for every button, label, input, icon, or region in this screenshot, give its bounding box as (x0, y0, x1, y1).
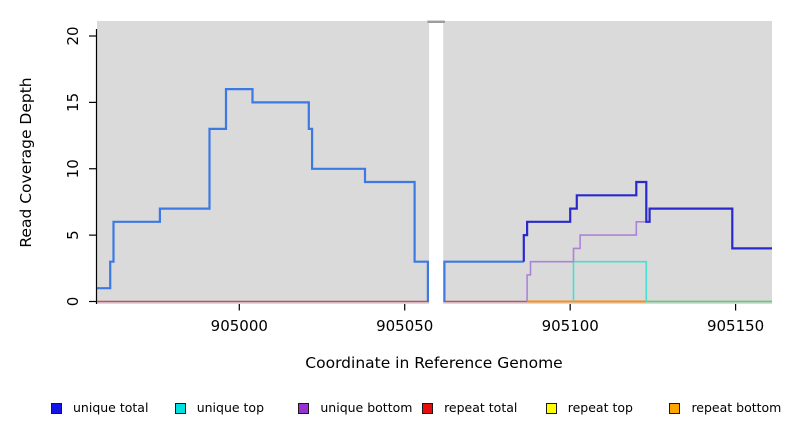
coverage-line-unique-total (443, 260, 524, 302)
legend-label-unique-total: unique total (73, 400, 149, 415)
legend-swatch-unique-bottom (298, 402, 310, 414)
y-tick-label: 20 (64, 26, 82, 45)
gap-white-band (429, 21, 444, 304)
y-axis-title: Read Coverage Depth (17, 77, 35, 247)
legend-item-repeat-top: repeat top (545, 400, 670, 415)
gap-top-cap (427, 20, 445, 23)
legend-item-unique-total: unique total (51, 401, 175, 415)
legend-label-repeat-top: repeat top (567, 400, 633, 415)
coverage-gap-region (427, 20, 445, 304)
y-tick-label: 15 (64, 93, 82, 112)
legend-swatch-repeat-top (545, 402, 557, 414)
legend-swatch-repeat-bottom (669, 402, 681, 414)
chart-legend: unique total unique top unique bottom repea… (51, 399, 791, 417)
legend-label-repeat-bottom: repeat bottom (691, 400, 782, 415)
series-lines (97, 88, 772, 302)
x-tick-label: 905100 (542, 317, 599, 335)
x-tick-label: 905150 (707, 317, 764, 335)
legend-label-unique-bottom: unique bottom (320, 400, 413, 415)
legend-label-unique-top: unique top (196, 400, 265, 415)
legend-item-unique-top: unique top (174, 400, 299, 415)
coverage-line-unique-top (572, 260, 648, 302)
legend-item-repeat-total: repeat total (422, 401, 546, 415)
legend-label-repeat-total: repeat total (444, 400, 518, 415)
legend-swatch-repeat-total (422, 402, 434, 414)
x-tick-label: 905050 (376, 317, 433, 335)
axes: 0 5 10 15 20 905000 905050 905100 905150 (64, 26, 764, 335)
legend-item-unique-bottom: unique bottom (298, 401, 422, 415)
legend-item-repeat-bottom: repeat bottom (669, 401, 792, 415)
x-tick-label: 905000 (211, 317, 268, 335)
y-tick-label: 0 (64, 297, 82, 307)
coverage-line-unique-total (522, 180, 772, 262)
y-tick-label: 10 (64, 159, 82, 178)
y-tick-label: 5 (64, 230, 82, 240)
legend-swatch-unique-total (51, 402, 62, 414)
legend-swatch-unique-top (174, 402, 186, 414)
x-axis-title: Coordinate in Reference Genome (305, 354, 562, 372)
coverage-line-unique-total (97, 88, 429, 302)
coverage-chart: 0 5 10 15 20 905000 905050 905100 905150 Coordin… (17, 20, 772, 372)
